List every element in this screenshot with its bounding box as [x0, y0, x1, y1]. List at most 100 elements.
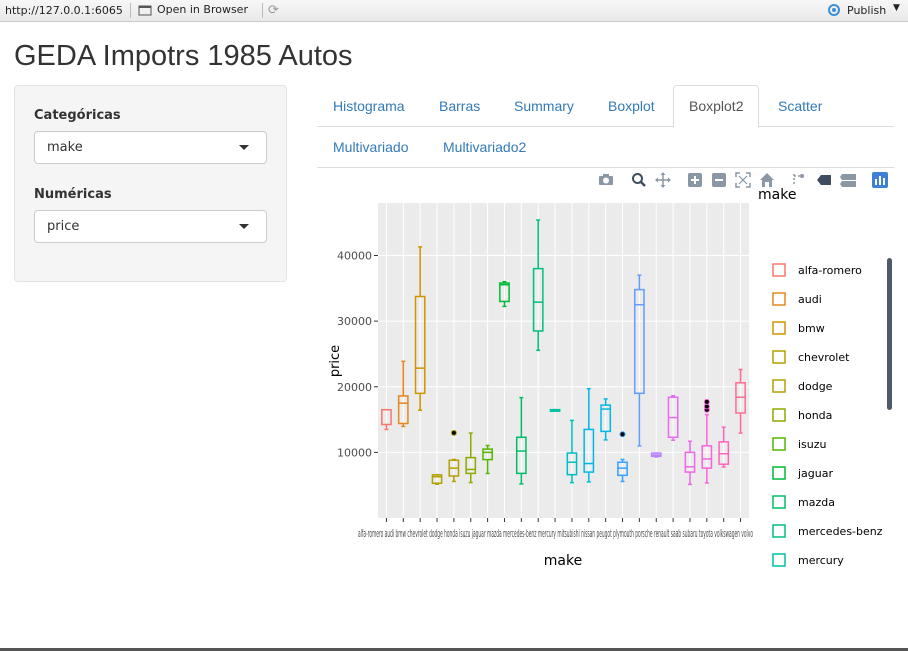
y-tick-label: 30000 [337, 315, 372, 328]
legend-swatch [772, 408, 786, 422]
publish-button[interactable]: Publish [826, 3, 886, 17]
legend-scrollbar[interactable] [887, 258, 892, 410]
zoom-in-icon[interactable] [687, 172, 703, 188]
legend-item-isuzu: isuzu [772, 437, 827, 451]
url-text[interactable]: http://127.0.0.1:6065 [5, 4, 123, 17]
box-iqr [633, 288, 645, 395]
box-honda [465, 432, 477, 484]
tab-scatter[interactable]: Scatter [778, 98, 823, 114]
box-iqr [414, 295, 426, 395]
legend-label: mazda [798, 496, 835, 509]
legend-item-mercury: mercury [772, 553, 844, 567]
legend-label: honda [798, 409, 832, 422]
box-outlier [450, 429, 457, 436]
y-tick-label: 10000 [337, 446, 372, 459]
tab-barras[interactable]: Barras [439, 98, 481, 114]
legend-label: dodge [798, 380, 833, 393]
legend-title: make [758, 187, 796, 203]
plotly-logo-icon[interactable] [872, 172, 888, 188]
numericas-label: Numéricas [34, 187, 112, 202]
box-iqr [397, 395, 409, 425]
open-in-browser-button[interactable]: Open in Browser [138, 3, 248, 16]
boxplot-chart: 10000 20000 30000 40000 alfa-romero audi bm… [328, 187, 883, 569]
categoricas-value: make [47, 140, 83, 155]
box-iqr [600, 404, 612, 433]
plot-background [378, 203, 749, 518]
box-mercury [549, 408, 561, 412]
open-in-browser-label: Open in Browser [157, 3, 248, 16]
box-outlier [703, 398, 710, 405]
legend-item-dodge: dodge [772, 379, 833, 393]
legend-label: mercury [798, 554, 844, 567]
y-axis: 10000 20000 30000 40000 [337, 250, 378, 459]
legend-item-alfa-romero: alfa-romero [772, 263, 862, 277]
chevron-down-icon [239, 145, 249, 150]
legend-swatch [772, 321, 786, 335]
legend-swatch [772, 437, 786, 451]
legend-label: alfa-romero [798, 264, 862, 277]
tab-multivariado[interactable]: Multivariado [333, 139, 409, 155]
box-mitsubishi [566, 419, 578, 484]
box-iqr [532, 267, 544, 332]
page-title: GEDA Impotrs 1985 Autos [14, 40, 353, 72]
toolbar-divider [130, 3, 131, 18]
box-outlier [619, 431, 626, 438]
window-bottom-border [0, 648, 908, 651]
chevron-down-icon [239, 224, 249, 229]
box-chevrolet [431, 474, 443, 485]
box-renault [650, 452, 662, 458]
legend-swatch [772, 495, 786, 509]
tab-summary[interactable]: Summary [514, 98, 574, 114]
hover-compare-icon[interactable] [839, 172, 856, 188]
legend-item-chevrolet: chevrolet [772, 350, 850, 364]
sidebar-panel: Categóricas make Numéricas price [14, 85, 287, 282]
box-bmw [414, 246, 426, 411]
legend-label: jaguar [797, 467, 833, 480]
legend-swatch [772, 263, 786, 277]
tab-boxplot2[interactable]: Boxplot2 [673, 85, 760, 128]
zoom-out-icon[interactable] [711, 172, 727, 188]
y-axis-title: price [328, 345, 343, 377]
box-volvo [735, 368, 746, 434]
x-axis-title: make [544, 553, 582, 569]
autoscale-icon[interactable] [735, 172, 751, 188]
box-iqr [499, 282, 510, 303]
browser-toolbar: http://127.0.0.1:6065 Open in Browser ⟳ … [0, 0, 908, 22]
tab-bar: Histograma Barras Summary Boxplot Boxplo… [317, 85, 894, 168]
legend-swatch [772, 379, 786, 393]
legend-swatch [772, 553, 786, 567]
refresh-icon[interactable]: ⟳ [268, 3, 279, 18]
pan-icon[interactable] [655, 172, 671, 188]
camera-icon[interactable] [598, 172, 614, 188]
legend-swatch [772, 524, 786, 538]
legend-label: isuzu [798, 438, 827, 451]
home-icon[interactable] [759, 172, 775, 188]
y-tick-label: 20000 [337, 381, 372, 394]
box-subaru [684, 440, 696, 486]
box-iqr [684, 451, 696, 473]
box-plymouth [617, 431, 628, 483]
spike-icon[interactable] [790, 172, 806, 188]
box-mercedes-benz [532, 219, 544, 352]
numericas-select[interactable]: price [34, 210, 267, 243]
box-iqr [465, 456, 477, 475]
chevron-down-icon[interactable]: ▼ [893, 3, 900, 13]
box-alfa-romero [381, 408, 392, 431]
y-tick-label: 40000 [337, 250, 372, 263]
tab-boxplot[interactable]: Boxplot [608, 98, 655, 114]
hover-closest-icon[interactable] [816, 172, 832, 188]
legend-swatch [772, 350, 786, 364]
legend-swatch [772, 292, 786, 306]
box-audi [397, 360, 409, 428]
box-iqr [701, 445, 713, 469]
tab-histograma[interactable]: Histograma [333, 98, 405, 114]
categoricas-select[interactable]: make [34, 131, 267, 164]
plot-boxes [381, 219, 746, 486]
zoom-icon[interactable] [631, 172, 647, 188]
box-mazda [515, 396, 527, 485]
tab-multivariado2[interactable]: Multivariado2 [443, 139, 527, 155]
legend-item-jaguar: jaguar [772, 466, 833, 480]
legend-item-audi: audi [772, 292, 822, 306]
plot-legend[interactable]: alfa-romero audi bmw chevrolet dodge honda isu… [772, 263, 883, 567]
legend-label: bmw [798, 322, 825, 335]
